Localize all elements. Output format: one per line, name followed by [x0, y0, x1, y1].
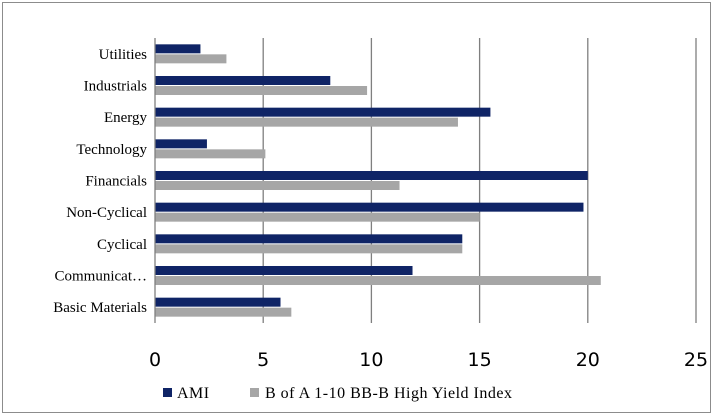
- legend-swatch-index: [250, 388, 259, 397]
- category-label: Technology: [76, 142, 147, 158]
- x-tick-label: 5: [257, 349, 269, 371]
- x-tick-label: 20: [576, 349, 600, 371]
- bar-index: [155, 86, 368, 95]
- bar-index: [155, 181, 400, 190]
- bar-index: [155, 117, 458, 127]
- bar-ami: [155, 202, 584, 212]
- category-label: Communicat…: [55, 269, 148, 285]
- bar-index: [155, 244, 463, 254]
- gridlines: [262, 38, 697, 323]
- legend-label-index: B of A 1-10 BB-B High Yield Index: [265, 385, 512, 402]
- bars: [155, 44, 601, 317]
- bar-ami: [155, 139, 207, 149]
- x-tick-label: 15: [468, 349, 492, 371]
- category-label: Industrials: [84, 79, 147, 95]
- category-labels: Utilities Industrials Energy Technology Fina…: [53, 47, 147, 316]
- category-label: Basic Materials: [53, 300, 147, 316]
- bar-ami: [155, 297, 281, 307]
- x-tick-label: 25: [684, 349, 708, 371]
- category-label: Cyclical: [97, 237, 147, 253]
- bar-index: [155, 212, 480, 222]
- category-label: Energy: [104, 110, 148, 126]
- bar-ami: [155, 266, 413, 275]
- bar-index: [155, 149, 266, 159]
- category-label: Financials: [85, 174, 147, 190]
- category-label: Non-Cyclical: [66, 205, 147, 221]
- legend-swatch-ami: [163, 388, 172, 397]
- bar-index: [155, 307, 292, 317]
- category-label: Utilities: [99, 47, 147, 63]
- bar-index: [155, 276, 601, 285]
- bar-index: [155, 54, 227, 64]
- bar-ami: [155, 44, 201, 54]
- legend-label-ami: AMI: [177, 385, 210, 402]
- x-tick-label: 10: [359, 349, 383, 371]
- x-tick-label: 0: [149, 349, 161, 371]
- bar-ami: [155, 76, 331, 85]
- bar-ami: [155, 107, 491, 117]
- legend: AMI B of A 1-10 BB-B High Yield Index: [163, 385, 512, 402]
- x-tick-labels: 0 5 10 15 20 25: [149, 349, 708, 371]
- bar-ami: [155, 234, 463, 244]
- bar-ami: [155, 171, 588, 180]
